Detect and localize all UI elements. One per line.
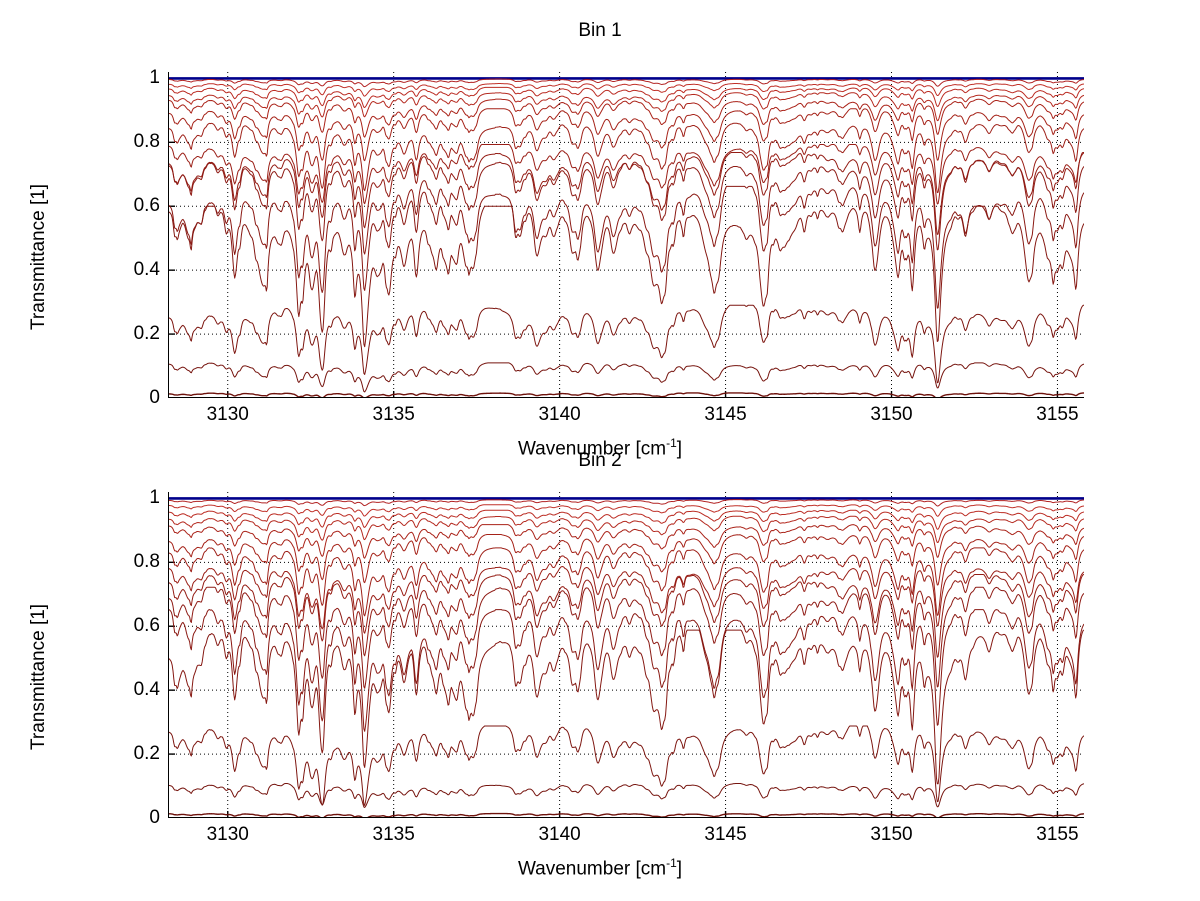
subplot-bin-1: Bin 1 0 0.2 0.4 0.6 0.8 1 3130 3135 3140 3145 315… — [0, 20, 1200, 459]
y-tick-label: 0 — [149, 807, 160, 828]
y-tick-label: 0.8 — [133, 551, 160, 573]
x-axis-label-main: Wavenumber [cm — [517, 858, 667, 880]
spectrum-line — [168, 185, 1084, 309]
x-tick-label: 3145 — [704, 404, 747, 425]
y-axis-label: Transmittance [1] — [28, 183, 49, 330]
spectrum-line — [168, 122, 1084, 194]
spectrum-line — [168, 160, 1084, 255]
spectrum-line — [168, 362, 1084, 393]
spectrum-line — [168, 573, 1084, 658]
x-axis-label-tail: ] — [676, 438, 683, 460]
x-tick-label: 3140 — [538, 404, 581, 425]
subplot-title: Bin 2 — [578, 450, 622, 471]
y-tick-label: 0.4 — [133, 679, 160, 701]
y-tick-label: 0.8 — [133, 131, 160, 153]
x-tick-label: 3150 — [870, 404, 913, 425]
spectrum-line — [168, 515, 1084, 543]
x-tick-label: 3155 — [1036, 404, 1079, 425]
x-tick-label: 3145 — [704, 824, 747, 845]
y-tick-label: 1 — [149, 67, 160, 89]
x-tick-label: 3135 — [372, 824, 415, 845]
spectrum-line — [168, 144, 1084, 205]
spectrum-line — [168, 78, 1084, 88]
spectrum-line — [168, 98, 1084, 138]
spectrum-line — [168, 566, 1084, 634]
spectrum-line — [168, 725, 1084, 806]
x-axis-label: Wavenumber [cm-1] — [0, 436, 1200, 460]
spectrum-line — [168, 92, 1084, 122]
plot-area — [168, 492, 1084, 818]
x-axis-label: Wavenumber [cm-1] — [0, 856, 1200, 880]
y-tick-label: 0.2 — [133, 323, 160, 345]
y-tick-label: 0.6 — [133, 615, 160, 637]
spectrum-line — [168, 304, 1084, 384]
x-tick-label: 3130 — [206, 824, 249, 845]
spectrum-line — [168, 83, 1084, 97]
spectrum-line — [168, 524, 1084, 559]
spectrum-line — [168, 504, 1084, 517]
y-axis-label: Transmittance [1] — [28, 603, 49, 750]
spectrum-line — [168, 609, 1084, 732]
y-tick-label: 0.4 — [133, 259, 160, 281]
x-tick-label: 3150 — [870, 824, 913, 845]
x-tick-label: 3140 — [538, 824, 581, 845]
y-tick-label: 0.6 — [133, 195, 160, 217]
spectrum-line — [168, 205, 1084, 348]
subplot-title: Bin 1 — [578, 20, 622, 41]
y-tick-label: 1 — [149, 487, 160, 509]
spectrum-line — [168, 782, 1084, 808]
spectrum-line — [168, 86, 1084, 109]
x-tick-label: 3135 — [372, 404, 415, 425]
spectrum-line — [168, 108, 1084, 162]
spectrum-line — [168, 499, 1084, 507]
x-axis-label-exponent: -1 — [666, 856, 677, 870]
y-tick-label: 0.2 — [133, 743, 160, 765]
spectrum-line — [168, 547, 1084, 617]
x-axis-label-main: Wavenumber [cm — [517, 438, 667, 460]
y-tick-label: 0 — [149, 387, 160, 408]
spectrum-line — [168, 812, 1084, 818]
x-tick-label: 3155 — [1036, 824, 1079, 845]
spectrum-line — [168, 509, 1084, 530]
spectrum-line — [168, 152, 1084, 235]
plot-area — [168, 72, 1084, 398]
spectrum-line — [168, 586, 1084, 689]
spectrum-line — [168, 534, 1084, 586]
spectrum-line — [168, 392, 1084, 398]
x-tick-label: 3130 — [206, 404, 249, 425]
x-axis-label-tail: ] — [676, 858, 683, 880]
x-axis-label-exponent: -1 — [666, 436, 677, 450]
spectrum-line — [168, 629, 1084, 785]
spectra-canvas — [168, 492, 1084, 818]
subplot-bin-2: Bin 2 0 0.2 0.4 0.6 0.8 1 3130 3135 3140 3145 315… — [0, 450, 1200, 890]
spectra-canvas — [168, 72, 1084, 398]
